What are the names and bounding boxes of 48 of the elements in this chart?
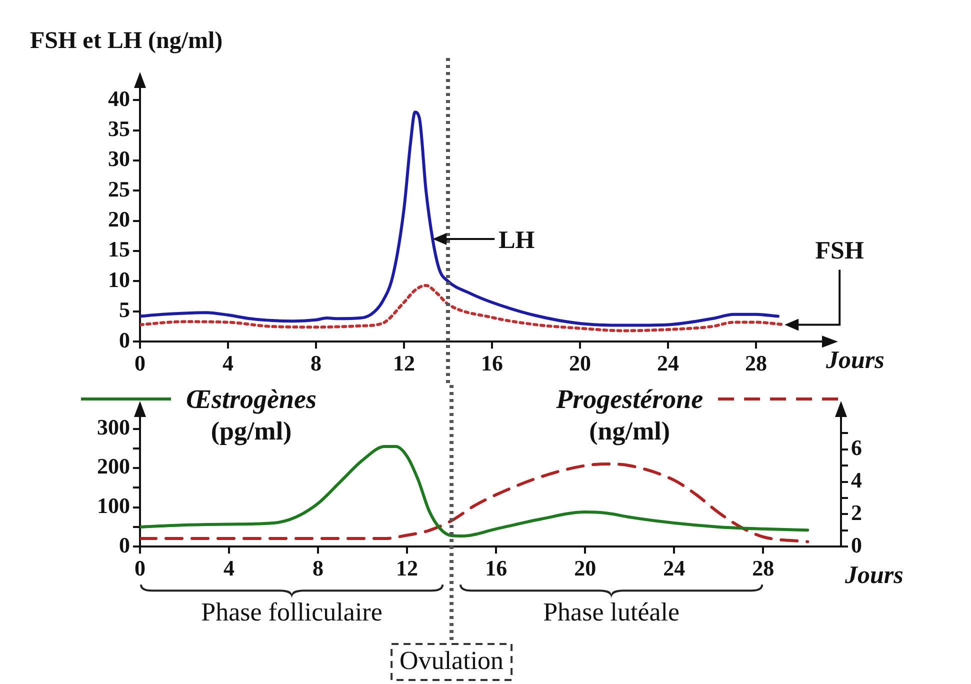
y-tick-label: 30	[108, 146, 130, 172]
y-tick-label: 200	[97, 454, 130, 479]
x-tick-label: 28	[752, 555, 774, 580]
y-tick-label: 0	[119, 327, 130, 352]
y-tick-label: 40	[108, 86, 130, 111]
text: Progestérone	[555, 384, 704, 414]
x-tick-label: 0	[134, 350, 146, 376]
annotation: LH	[498, 226, 536, 254]
x-tick-label: 20	[569, 350, 591, 376]
line-series	[140, 462, 810, 544]
x-axis-title: Jours	[844, 562, 904, 590]
y-tick-label: 5	[119, 297, 130, 322]
line-series	[140, 110, 780, 327]
y-tick-label: 35	[108, 116, 130, 141]
y-tick-label: 0	[119, 532, 130, 558]
text: Phase lutéale	[543, 598, 680, 627]
x-tick-label: 20	[574, 555, 596, 580]
x-tick-label: 16	[485, 555, 508, 580]
y2-tick-label: 2	[851, 500, 862, 525]
y2-tick-label: 0	[851, 532, 862, 558]
x-tick-label: 8	[312, 555, 324, 580]
x-tick-label: 0	[134, 555, 146, 580]
y-tick-label: 20	[108, 206, 130, 232]
x-axis-title: Jours	[825, 347, 884, 374]
x-tick-label: 4	[222, 350, 234, 376]
x-tick-label: 16	[481, 350, 503, 376]
y2-tick-label: 4	[851, 467, 862, 492]
y-tick-label: 10	[108, 266, 130, 292]
y2-tick-label: 6	[851, 435, 862, 460]
x-tick-label: 4	[224, 555, 235, 580]
y-axis-title: (pg/ml)	[210, 416, 292, 446]
y-tick-label: 15	[108, 236, 130, 262]
text: Phase folliculaire	[201, 598, 382, 627]
x-tick-label: 8	[310, 350, 322, 376]
x-tick-label: 24	[663, 555, 686, 580]
ref-line-label: Ovulation	[400, 646, 504, 675]
x-tick-label: 28	[745, 350, 767, 376]
x-tick-label: 12	[396, 555, 418, 580]
y2-axis-title: (ng/ml)	[589, 416, 670, 446]
y-tick-label: 100	[97, 493, 130, 518]
legend-label: Œstrogènes	[186, 384, 317, 414]
y-axis-title: FSH et LH (ng/ml)	[30, 28, 223, 54]
line-series	[140, 444, 810, 538]
x-tick-label: 12	[393, 350, 415, 376]
annotation: FSH	[815, 238, 864, 265]
x-tick-label: 24	[657, 350, 679, 376]
y-tick-label: 25	[108, 176, 130, 202]
y-tick-label: 300	[97, 414, 130, 440]
